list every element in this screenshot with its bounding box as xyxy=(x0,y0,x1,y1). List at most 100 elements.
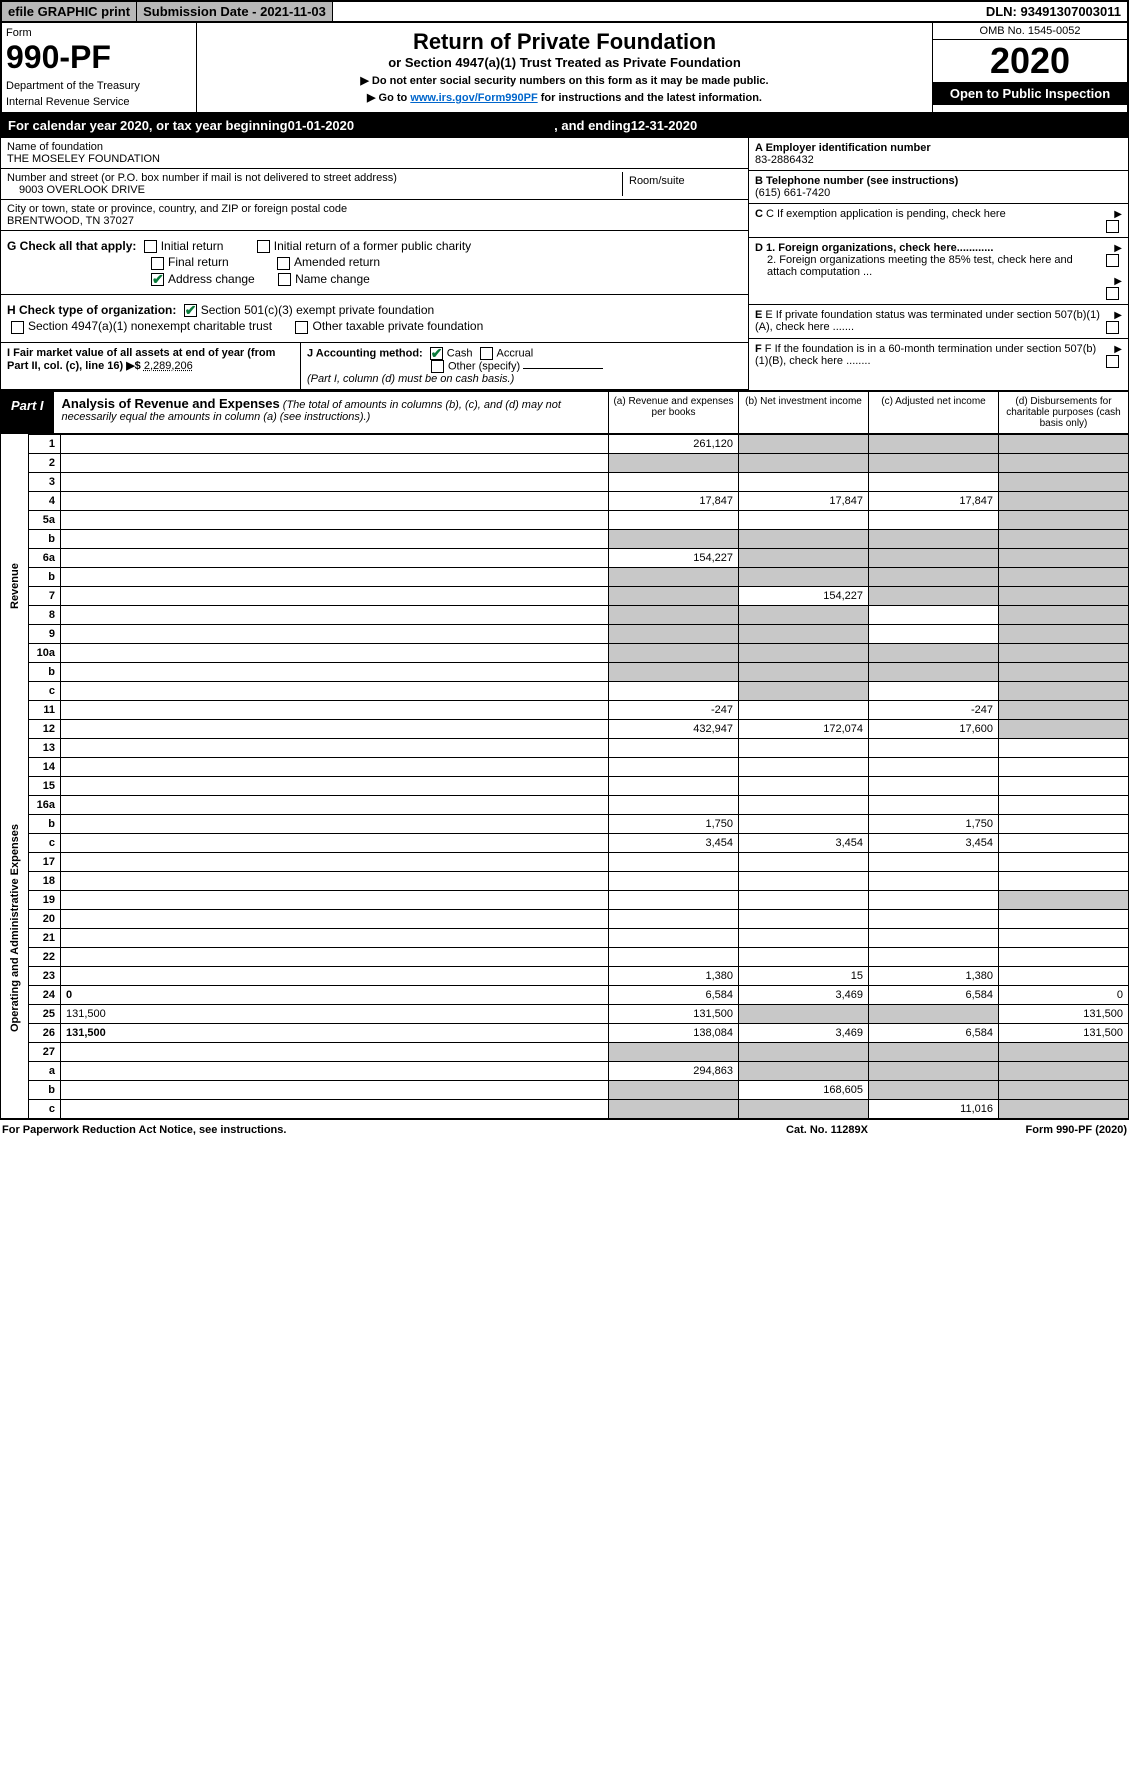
g-label: G Check all that apply: xyxy=(7,239,136,253)
line-description xyxy=(61,662,609,681)
amended-label: Amended return xyxy=(294,255,380,269)
table-row: b xyxy=(1,529,1129,548)
table-row: 3 xyxy=(1,472,1129,491)
final-return-checkbox[interactable] xyxy=(151,257,164,270)
amount-c xyxy=(869,947,999,966)
amount-b xyxy=(739,1061,869,1080)
line-number: 27 xyxy=(29,1042,61,1061)
c-checkbox[interactable] xyxy=(1106,220,1119,233)
amount-b xyxy=(739,738,869,757)
g-checks: G Check all that apply: Initial return I… xyxy=(1,231,748,295)
amount-d xyxy=(999,719,1129,738)
form-link[interactable]: www.irs.gov/Form990PF xyxy=(410,92,537,104)
tax-year: 2020 xyxy=(933,40,1127,82)
line-number: 8 xyxy=(29,605,61,624)
d2-checkbox[interactable] xyxy=(1106,287,1119,300)
initial-return-checkbox[interactable] xyxy=(144,240,157,253)
amount-d xyxy=(999,434,1129,453)
d1-checkbox[interactable] xyxy=(1106,254,1119,267)
line-number: 22 xyxy=(29,947,61,966)
amount-d xyxy=(999,567,1129,586)
h-other-checkbox[interactable] xyxy=(295,321,308,334)
name-row: Name of foundation THE MOSELEY FOUNDATIO… xyxy=(1,138,748,169)
dept-label: Department of the Treasury xyxy=(6,80,192,92)
amount-d xyxy=(999,1080,1129,1099)
amount-a xyxy=(609,852,739,871)
amount-d xyxy=(999,890,1129,909)
final-label: Final return xyxy=(168,255,229,269)
e-label: E If private foundation status was termi… xyxy=(755,309,1100,333)
amount-c xyxy=(869,1061,999,1080)
amount-b xyxy=(739,871,869,890)
amount-b xyxy=(739,852,869,871)
h-501c3-checkbox[interactable] xyxy=(184,304,197,317)
amount-c xyxy=(869,681,999,700)
amount-c: 1,750 xyxy=(869,814,999,833)
info-right: A Employer identification number 83-2886… xyxy=(748,138,1128,390)
line-number: c xyxy=(29,833,61,852)
line-number: 19 xyxy=(29,890,61,909)
amount-d xyxy=(999,624,1129,643)
amount-c xyxy=(869,472,999,491)
amount-a: 3,454 xyxy=(609,833,739,852)
line-description xyxy=(61,814,609,833)
j-label: J Accounting method: xyxy=(307,347,423,359)
amount-a xyxy=(609,453,739,472)
amount-c xyxy=(869,510,999,529)
line-number: 20 xyxy=(29,909,61,928)
footer: For Paperwork Reduction Act Notice, see … xyxy=(0,1119,1129,1140)
e-checkbox[interactable] xyxy=(1106,321,1119,334)
amount-a xyxy=(609,738,739,757)
city-value: BRENTWOOD, TN 37027 xyxy=(7,215,742,227)
note-2-post: for instructions and the latest informat… xyxy=(538,92,762,104)
info-grid: Name of foundation THE MOSELEY FOUNDATIO… xyxy=(0,137,1129,391)
fmv-row: I Fair market value of all assets at end… xyxy=(1,343,748,390)
line-description xyxy=(61,1099,609,1118)
initial-former-checkbox[interactable] xyxy=(257,240,270,253)
line-number: b xyxy=(29,567,61,586)
amount-b xyxy=(739,1099,869,1118)
amount-b xyxy=(739,1042,869,1061)
amount-b: 168,605 xyxy=(739,1080,869,1099)
amount-b xyxy=(739,434,869,453)
footer-left: For Paperwork Reduction Act Notice, see … xyxy=(2,1124,727,1136)
line-number: 13 xyxy=(29,738,61,757)
h-4947-checkbox[interactable] xyxy=(11,321,24,334)
line-number: a xyxy=(29,1061,61,1080)
line-number: 3 xyxy=(29,472,61,491)
initial-label: Initial return xyxy=(161,239,224,253)
efile-button[interactable]: efile GRAPHIC print xyxy=(2,2,137,21)
addr-change-checkbox[interactable] xyxy=(151,273,164,286)
amount-b xyxy=(739,472,869,491)
amount-d xyxy=(999,1042,1129,1061)
line-number: 1 xyxy=(29,434,61,453)
amount-b: 172,074 xyxy=(739,719,869,738)
h-other-label: Other taxable private foundation xyxy=(312,319,483,333)
line-number: 26 xyxy=(29,1023,61,1042)
table-row: b1,7501,750 xyxy=(1,814,1129,833)
table-row: 15 xyxy=(1,776,1129,795)
d-row: D 1. Foreign organizations, check here..… xyxy=(749,238,1128,305)
amount-d: 0 xyxy=(999,985,1129,1004)
j-accrual-checkbox[interactable] xyxy=(480,347,493,360)
amount-d xyxy=(999,947,1129,966)
part1-table: Revenue1261,12023417,84717,84717,8475ab6… xyxy=(0,434,1129,1119)
dln-label: DLN: 93491307003011 xyxy=(980,2,1127,21)
line-number: 6a xyxy=(29,548,61,567)
j-other-checkbox[interactable] xyxy=(431,360,444,373)
note-2-pre: ▶ Go to xyxy=(367,92,410,104)
j-cash-checkbox[interactable] xyxy=(430,347,443,360)
top-bar: efile GRAPHIC print Submission Date - 20… xyxy=(0,0,1129,23)
amount-a xyxy=(609,947,739,966)
addr-change-label: Address change xyxy=(168,272,255,286)
line-description xyxy=(61,757,609,776)
name-change-checkbox[interactable] xyxy=(278,273,291,286)
f-checkbox[interactable] xyxy=(1106,355,1119,368)
amount-a: 1,750 xyxy=(609,814,739,833)
table-row: a294,863 xyxy=(1,1061,1129,1080)
amount-b: 3,469 xyxy=(739,985,869,1004)
amount-d xyxy=(999,871,1129,890)
amended-checkbox[interactable] xyxy=(277,257,290,270)
line-number: 17 xyxy=(29,852,61,871)
amount-a: 261,120 xyxy=(609,434,739,453)
